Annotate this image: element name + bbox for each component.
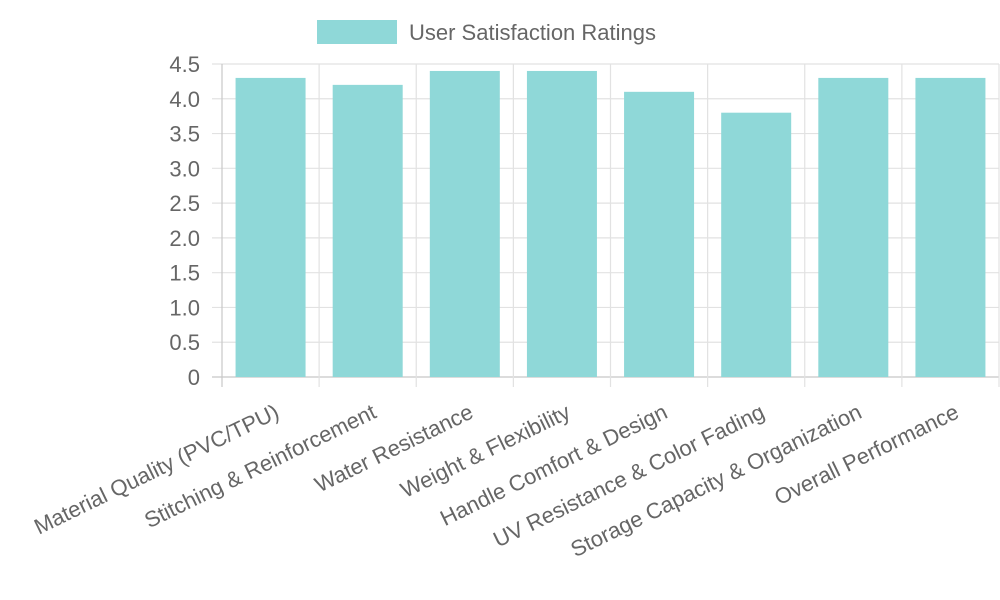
bar[interactable]	[624, 91, 695, 378]
y-tick-label: 1.5	[169, 261, 200, 286]
bar[interactable]	[915, 77, 986, 378]
bar[interactable]	[429, 70, 500, 377]
y-axis-ticks: 0 0.5 1.0 1.5 2.0 2.5 3.0 3.5 4.0 4.5	[169, 52, 200, 390]
y-tick-label: 0.5	[169, 330, 200, 355]
y-tick-label: 2.5	[169, 191, 200, 216]
bar[interactable]	[235, 77, 306, 378]
bars	[235, 70, 986, 378]
y-tick-label: 3.5	[169, 122, 200, 147]
bar[interactable]	[721, 112, 792, 377]
bar[interactable]	[526, 70, 597, 377]
y-tick-label: 3.0	[169, 156, 200, 181]
x-tick-label: Overall Performance	[770, 399, 962, 510]
y-tick-label: 0	[188, 365, 200, 390]
y-tick-label: 4.0	[169, 87, 200, 112]
y-tick-label: 2.0	[169, 226, 200, 251]
legend[interactable]: User Satisfaction Ratings	[317, 20, 656, 45]
bar[interactable]	[332, 84, 403, 377]
x-tick-label: Water Resistance	[311, 399, 477, 497]
bar[interactable]	[818, 77, 889, 378]
x-axis-ticks: Material Quality (PVC/TPU)Stitching & Re…	[30, 399, 963, 562]
legend-swatch	[317, 20, 397, 44]
y-tick-label: 1.0	[169, 295, 200, 320]
legend-label: User Satisfaction Ratings	[409, 20, 656, 45]
y-tick-label: 4.5	[169, 52, 200, 77]
